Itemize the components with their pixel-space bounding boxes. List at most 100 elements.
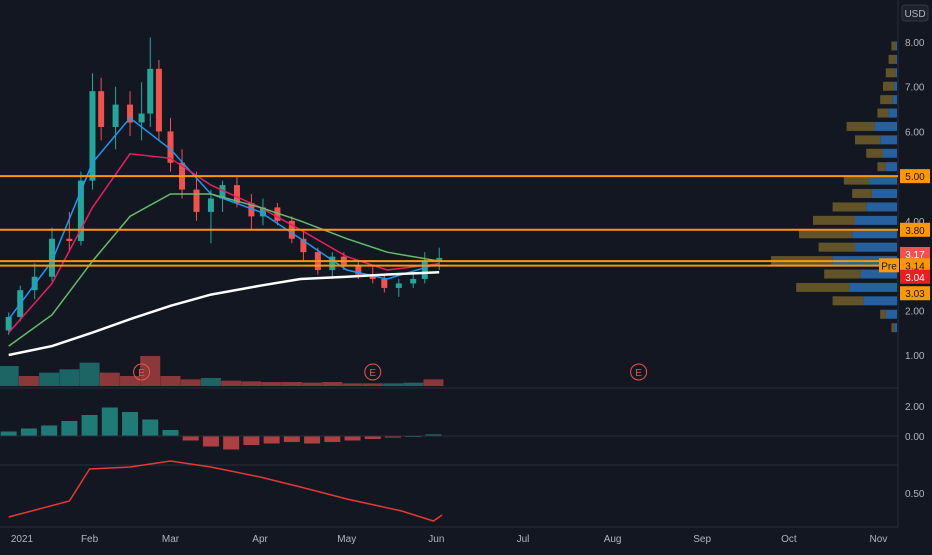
macd-histogram-bar bbox=[61, 421, 78, 436]
volume-bars bbox=[0, 356, 444, 386]
macd-axis-tick: 2.00 bbox=[905, 402, 925, 413]
macd-histogram-bar bbox=[384, 436, 401, 438]
macd-histogram-bar bbox=[101, 407, 118, 436]
price-axis-tick: 4.00 bbox=[905, 217, 925, 228]
candle-body bbox=[329, 256, 336, 271]
macd-histogram-bar bbox=[182, 436, 199, 441]
earnings-marker-circle bbox=[133, 363, 151, 381]
candle-body bbox=[66, 238, 73, 241]
volume-bar bbox=[221, 380, 242, 386]
price-tag-label: 3.80 bbox=[905, 226, 925, 237]
macd-pane bbox=[0, 407, 898, 450]
macd-histogram-bar bbox=[364, 436, 381, 439]
x-axis-label: Nov bbox=[870, 534, 888, 545]
oscillator-pane bbox=[8, 460, 443, 522]
volume-profile-up-bar bbox=[860, 269, 897, 279]
price-tag-box bbox=[900, 246, 930, 261]
volume-bar bbox=[79, 362, 100, 386]
price-tag-box bbox=[900, 286, 930, 301]
volume-bar bbox=[99, 372, 120, 386]
earnings-marker-label: E bbox=[369, 368, 376, 379]
candle-body bbox=[219, 185, 226, 199]
volume-bar bbox=[120, 376, 141, 386]
price-tag-label: 3.03 bbox=[905, 289, 925, 300]
volume-bar bbox=[18, 376, 39, 386]
volume-profile-up-bar bbox=[863, 296, 897, 306]
macd-histogram-bar bbox=[243, 436, 260, 445]
volume-profile-down-bar bbox=[877, 162, 886, 172]
candle-body bbox=[167, 131, 174, 163]
horizontal-levels[interactable] bbox=[0, 175, 898, 267]
candle-body bbox=[410, 278, 417, 284]
volume-profile-down-bar bbox=[832, 202, 867, 212]
x-axis-label: 2021 bbox=[11, 534, 34, 545]
volume-profile-up-bar bbox=[849, 282, 897, 292]
candle-body bbox=[355, 265, 362, 275]
candle-body bbox=[300, 238, 307, 253]
price-tag-label: 3.14 bbox=[905, 261, 925, 272]
macd-histogram-bar bbox=[324, 436, 341, 442]
volume-profile-up-bar bbox=[883, 148, 897, 158]
volume-profile-up-bar bbox=[855, 215, 897, 225]
price-tag-label: 5.00 bbox=[905, 172, 925, 183]
macd-histogram-bar bbox=[142, 419, 159, 436]
macd-histogram-bar bbox=[344, 436, 361, 441]
price-axis-tick: 8.00 bbox=[905, 38, 925, 49]
price-axis-tick: 2.00 bbox=[905, 306, 925, 317]
volume-bar bbox=[160, 376, 181, 386]
price-tag-box bbox=[900, 222, 930, 237]
earnings-marker-label: E bbox=[635, 368, 642, 379]
candle-body bbox=[369, 274, 376, 279]
volume-profile-down-bar bbox=[796, 282, 850, 292]
price-tag-prefix: Pre bbox=[881, 261, 897, 272]
volume-profile-up-bar bbox=[895, 68, 897, 78]
x-axis-label: Jul bbox=[517, 534, 530, 545]
macd-histogram-bar bbox=[425, 434, 442, 436]
volume-profile-up-bar bbox=[894, 323, 897, 333]
currency-label: USD bbox=[904, 9, 925, 20]
macd-histogram-bar bbox=[202, 436, 219, 447]
volume-profile-up-bar bbox=[885, 309, 897, 319]
candle-body bbox=[138, 113, 145, 123]
x-axis-label: Sep bbox=[693, 534, 711, 545]
x-axis-label: Jun bbox=[428, 534, 444, 545]
volume-profile-down-bar bbox=[824, 269, 861, 279]
candle-body bbox=[381, 278, 388, 288]
price-axis-tick: 1.00 bbox=[905, 351, 925, 362]
price-tag-label: 3.17 bbox=[905, 250, 925, 261]
candle-body bbox=[89, 91, 96, 181]
volume-bar bbox=[382, 383, 403, 386]
candle-body bbox=[259, 207, 266, 217]
candle-body bbox=[127, 104, 134, 123]
volume-profile-down-bar bbox=[832, 296, 864, 306]
price-tag-box bbox=[900, 258, 930, 273]
volume-bar bbox=[342, 383, 363, 386]
volume-profile-up-bar bbox=[874, 121, 897, 131]
macd-histogram-bar bbox=[304, 436, 321, 444]
volume-profile-down-bar bbox=[891, 41, 896, 51]
macd-histogram-bar bbox=[162, 430, 179, 436]
volume-profile-up-bar bbox=[895, 54, 897, 64]
candle-body bbox=[193, 189, 200, 212]
volume-bar bbox=[423, 379, 444, 386]
volume-profile-up-bar bbox=[895, 41, 897, 51]
macd-histogram-bar bbox=[0, 431, 17, 436]
candle-body bbox=[421, 261, 428, 279]
volume-profile-up-bar bbox=[892, 95, 897, 105]
volume-bar bbox=[140, 356, 161, 386]
oscillator-line bbox=[8, 460, 443, 522]
moving-average-line bbox=[8, 193, 440, 347]
macd-histogram-bar bbox=[20, 428, 37, 436]
volume-profile-down-bar bbox=[877, 108, 889, 118]
volume-profile-up-bar bbox=[885, 162, 897, 172]
candle-body bbox=[49, 238, 56, 277]
candle-body bbox=[395, 283, 402, 288]
rsi-axis-tick: 0.50 bbox=[905, 489, 925, 500]
volume-bar bbox=[302, 382, 323, 386]
candle-body bbox=[274, 207, 281, 221]
currency-badge[interactable]: USD bbox=[901, 4, 929, 22]
volume-profile-down-bar bbox=[852, 189, 872, 199]
